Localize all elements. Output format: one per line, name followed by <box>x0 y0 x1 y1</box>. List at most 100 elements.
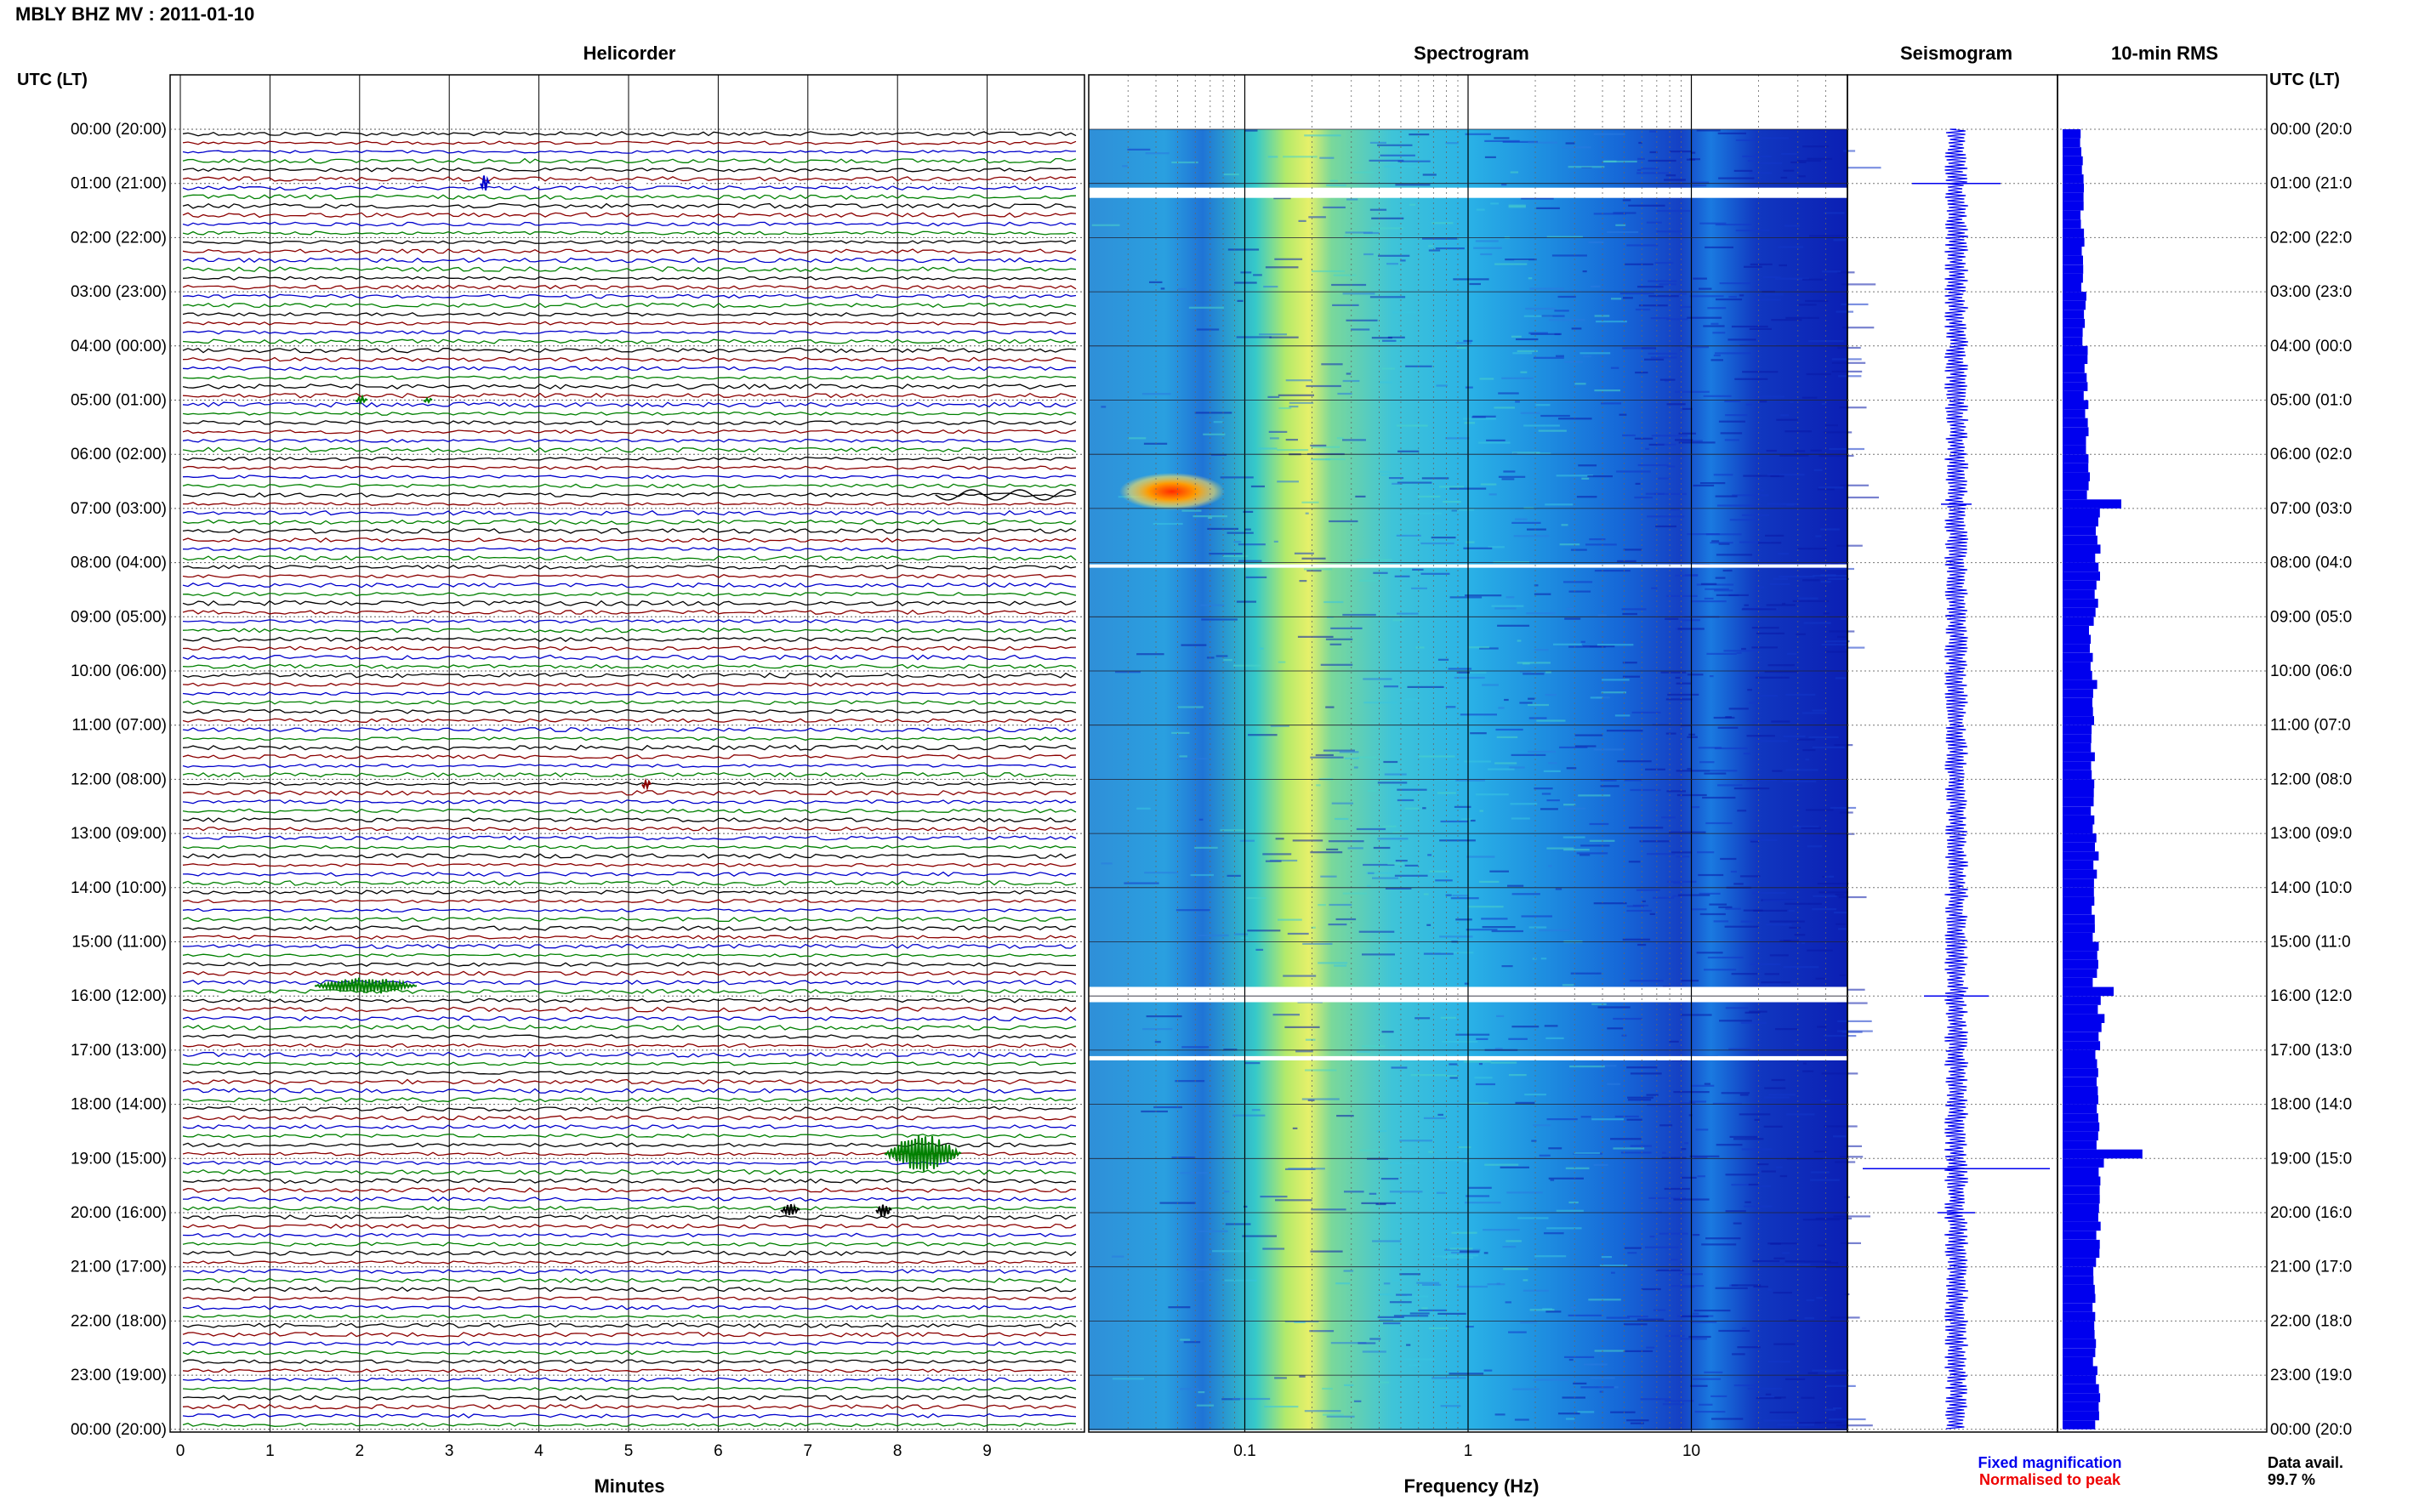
spectrogram-streak <box>1409 1364 1421 1367</box>
spectrogram-streak <box>1810 1171 1830 1174</box>
rms-bar <box>2063 996 2101 1005</box>
helicorder-data-gap <box>427 180 450 186</box>
spectrogram-streak <box>1545 1037 1564 1039</box>
helicorder-trace-row <box>182 257 1077 264</box>
rms-bar <box>2063 914 2095 924</box>
spectrogram-streak <box>1580 1116 1591 1118</box>
spectrogram-streak <box>1672 895 1682 897</box>
spectrogram-streak <box>1149 281 1163 283</box>
spectrogram-streak <box>1535 404 1551 406</box>
spectrogram-streak <box>1693 1312 1699 1315</box>
spectrogram-streak <box>1564 1356 1595 1358</box>
spectrogram-streak <box>1381 1031 1394 1033</box>
helicorder-trace-row <box>182 1314 1077 1319</box>
spectrogram-streak <box>1392 1279 1401 1282</box>
spectrogram-streak <box>1796 633 1806 635</box>
helicorder-trace-row <box>182 1332 1077 1338</box>
rms-bar <box>2063 554 2096 563</box>
spectrogram-streak <box>1353 1400 1362 1402</box>
spectrogram-streak <box>1622 347 1654 350</box>
spectrogram-streak <box>1687 768 1692 770</box>
spectrogram-streak <box>1529 287 1564 290</box>
rms-bar <box>2063 210 2080 220</box>
helicorder-trace-row <box>182 654 1077 661</box>
spectrogram-streak <box>1767 503 1799 505</box>
rms-bar <box>2063 1041 2101 1050</box>
spectrogram-streak <box>1406 1344 1411 1346</box>
spectrogram-streak <box>1420 572 1450 575</box>
spectrogram-streak <box>1451 1231 1477 1234</box>
spectrogram-streak <box>1265 860 1282 862</box>
spectrogram-streak <box>1311 926 1316 929</box>
spectrogram-streak <box>1797 738 1816 741</box>
helicorder-trace-row <box>182 528 1077 534</box>
rms-bar <box>2063 986 2114 997</box>
rms-bar <box>2063 156 2083 166</box>
rms-bar <box>2063 481 2089 491</box>
rms-bar <box>2063 562 2099 572</box>
spectrogram-streak <box>1333 274 1357 276</box>
rms-bar <box>2063 292 2086 301</box>
helicorder-trace-row <box>182 167 1077 173</box>
rms-bar <box>2063 625 2089 635</box>
spectrogram-streak <box>1771 1078 1785 1082</box>
spectrogram-streak <box>1301 557 1326 560</box>
spectrogram-streak <box>1812 908 1837 911</box>
rms-bar <box>2063 319 2086 328</box>
spectrogram-streak <box>1802 145 1829 148</box>
spectrogram-streak <box>1637 463 1669 467</box>
spectrogram-streak <box>1269 859 1298 862</box>
helicorder-trace-row <box>182 321 1077 326</box>
spectrogram-streak <box>1739 1094 1749 1096</box>
helicorder-data-gap <box>330 993 344 999</box>
spectrogram-streak <box>1718 906 1733 908</box>
spectrogram-streak <box>1475 793 1509 796</box>
spectrogram-streak <box>1451 1251 1479 1254</box>
spectrogram-streak <box>1833 912 1848 914</box>
spectrogram-streak <box>1784 1260 1805 1263</box>
spectrogram-streak <box>1763 1125 1783 1128</box>
spectrogram-streak <box>1648 1197 1686 1199</box>
spectrogram-streak <box>1707 307 1727 310</box>
spectrogram-streak <box>1693 484 1715 487</box>
spectrogram-streak <box>1601 691 1626 694</box>
spectrogram-streak <box>1723 650 1758 652</box>
spectrogram-streak <box>1798 175 1806 178</box>
spectrogram-streak <box>1666 318 1688 321</box>
spectrogram-streak <box>1546 236 1583 238</box>
spectrogram-streak <box>1543 770 1561 772</box>
spectrogram-streak <box>1637 157 1645 160</box>
spectrogram-streak <box>1644 1246 1679 1248</box>
spectrogram-streak <box>1688 1335 1711 1339</box>
spectrogram-streak <box>1505 596 1515 599</box>
helicorder-trace-row <box>182 1269 1077 1275</box>
rms-bar <box>2063 887 2094 897</box>
helicorder-trace-row <box>182 1223 1077 1230</box>
spectrogram-streak <box>1637 943 1647 946</box>
spectrogram-streak <box>1278 406 1292 410</box>
spectrogram-streak <box>1311 1208 1346 1211</box>
spectrogram-streak <box>1668 1259 1678 1261</box>
spectrogram-streak <box>1640 1398 1671 1401</box>
spectrogram-streak <box>1725 907 1741 910</box>
spectrogram-streak <box>1815 1421 1842 1424</box>
helicorder-trace-row <box>182 1305 1077 1310</box>
spectrogram-streak <box>1508 1074 1527 1077</box>
spectrogram-streak <box>1782 1252 1790 1254</box>
left-time-label: 03:00 (23:00) <box>71 283 167 301</box>
spectrogram-streak <box>1195 1280 1204 1282</box>
spectrogram-streak <box>1630 1145 1652 1147</box>
spectrogram-streak <box>1710 770 1738 772</box>
spectrogram-streak <box>1491 605 1524 607</box>
spectrogram-streak <box>1437 792 1456 794</box>
helicorder-trace-row <box>182 212 1077 219</box>
spectrogram-x-label: Frequency (Hz) <box>1404 1475 1540 1497</box>
helicorder-x-tick-label: 0 <box>176 1442 185 1460</box>
spectrogram-streak <box>1394 874 1428 877</box>
spectrogram-streak <box>1145 152 1170 155</box>
helicorder-trace-row <box>182 411 1077 416</box>
rms-bar <box>2063 1303 2093 1312</box>
spectrogram-streak <box>1574 745 1597 747</box>
spectrogram-streak <box>1330 1342 1367 1344</box>
